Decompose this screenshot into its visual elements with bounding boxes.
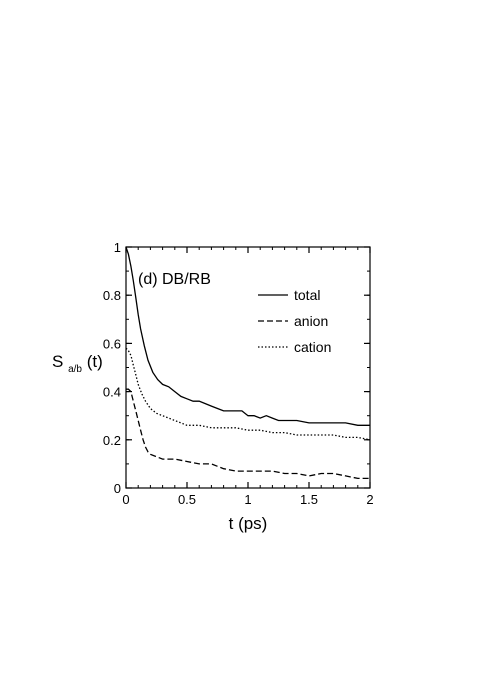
legend-label-total: total [294,287,320,303]
x-tick-label: 1 [244,492,251,507]
y-tick-label: 0 [114,481,121,496]
x-tick-label: 1.5 [300,492,318,507]
y-axis-label-tail: (t) [87,352,103,371]
x-tick-label: 0.5 [178,492,196,507]
legend-label-cation: cation [294,339,331,355]
y-tick-label: 1 [114,240,121,255]
series-line-cation [125,347,371,441]
plot-lines [125,246,371,480]
legend-label-anion: anion [294,313,328,329]
x-tick-label: 0 [122,492,129,507]
y-axis-label-main: S [52,352,63,371]
x-axis-label: t (ps) [229,514,268,533]
series-line-anion [126,388,370,480]
legend: total anion cation [258,287,331,355]
y-axis-label: S a/b (t) [52,352,103,376]
y-tick-label: 0.4 [103,385,121,400]
series-line-total [125,246,370,426]
y-tick-label: 0.2 [103,433,121,448]
plot-frame [125,246,371,489]
y-axis-label-subscript: a/b [68,364,82,375]
y-tick-label: 0.6 [103,336,121,351]
x-tick-label: 2 [366,492,373,507]
axis-ticks: 0 0.5 1 1.5 2 0 0.2 0.4 0.6 0.8 1 [103,240,374,507]
y-tick-label: 0.8 [103,288,121,303]
panel-label: (d) DB/RB [138,271,211,288]
